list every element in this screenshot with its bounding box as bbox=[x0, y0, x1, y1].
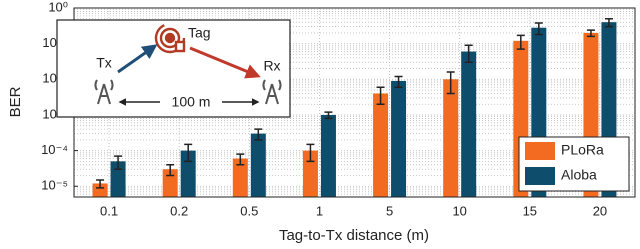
error-bar bbox=[114, 155, 123, 171]
bar bbox=[391, 80, 407, 197]
error-bar bbox=[464, 44, 473, 64]
x-tick-label: 15 bbox=[523, 203, 537, 218]
bar bbox=[250, 133, 266, 197]
tx-label: Tx bbox=[96, 55, 112, 71]
x-tick-label: 1 bbox=[316, 203, 323, 218]
tag-label: Tag bbox=[188, 25, 211, 41]
x-tick-label: 0.2 bbox=[170, 203, 188, 218]
y-axis-label: BER bbox=[7, 86, 24, 117]
error-bar bbox=[166, 164, 175, 177]
y-tick-label: 10⁰ bbox=[48, 0, 68, 14]
bar bbox=[180, 150, 196, 197]
bar bbox=[443, 79, 459, 197]
rx-antenna bbox=[262, 79, 282, 105]
error-bar bbox=[376, 86, 385, 105]
error-bar bbox=[324, 111, 333, 120]
inset-diagram: Tx Tag Rx 100 m bbox=[56, 19, 291, 118]
rx-label: Rx bbox=[263, 58, 280, 74]
uplink-arrow bbox=[117, 44, 158, 74]
distance-label: 100 m bbox=[172, 94, 211, 110]
tx-antenna bbox=[94, 79, 114, 105]
tag-icon bbox=[154, 22, 186, 54]
legend-label: PLoRa bbox=[561, 142, 604, 158]
bar bbox=[232, 158, 248, 197]
error-bar bbox=[586, 29, 595, 38]
y-tick-label: 10⁻⁵ bbox=[41, 178, 68, 193]
bar bbox=[461, 51, 477, 197]
error-bar bbox=[184, 143, 193, 163]
bar bbox=[373, 93, 389, 197]
error-bar bbox=[604, 17, 613, 28]
legend: PLoRa Aloba bbox=[518, 136, 630, 192]
error-bar bbox=[306, 143, 315, 163]
x-tick-label: 20 bbox=[593, 203, 607, 218]
x-tick-label: 0.1 bbox=[100, 203, 118, 218]
error-bar bbox=[534, 22, 543, 36]
error-bar bbox=[236, 153, 245, 166]
x-axis-label: Tag-to-Tx distance (m) bbox=[279, 227, 429, 244]
error-bar bbox=[446, 71, 455, 95]
legend-swatch bbox=[525, 167, 555, 185]
error-bar bbox=[254, 128, 263, 141]
x-tick-label: 5 bbox=[386, 203, 393, 218]
bar bbox=[92, 183, 108, 197]
legend-label: Aloba bbox=[561, 167, 597, 183]
backscatter-arrow bbox=[189, 46, 261, 79]
bar bbox=[302, 150, 318, 197]
x-tick-label: 0.5 bbox=[240, 203, 258, 218]
y-tick-label: 10⁻⁴ bbox=[41, 142, 68, 157]
error-bar bbox=[516, 34, 525, 50]
bar bbox=[320, 114, 336, 197]
bar bbox=[110, 161, 126, 197]
error-bar bbox=[96, 179, 105, 189]
x-tick-label: 10 bbox=[452, 203, 466, 218]
error-bar bbox=[394, 75, 403, 88]
legend-swatch bbox=[525, 142, 555, 160]
